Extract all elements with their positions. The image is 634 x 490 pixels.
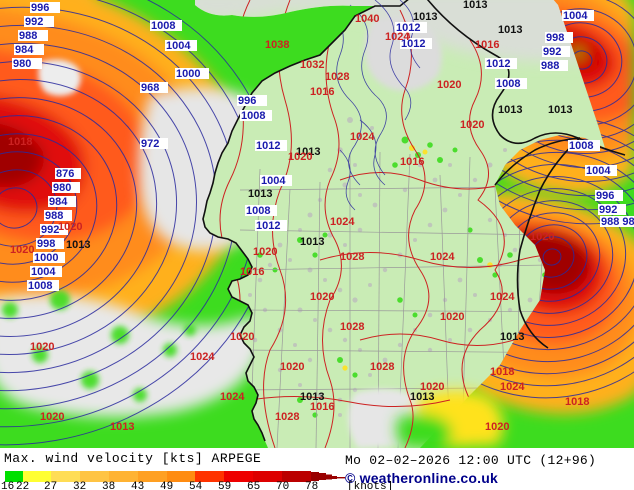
svg-text:1008: 1008 [246,205,270,217]
svg-text:[knots]: [knots] [347,481,393,490]
svg-text:980: 980 [13,58,31,70]
svg-text:1020: 1020 [420,381,444,393]
svg-text:1024: 1024 [500,381,525,393]
svg-text:980: 980 [53,182,71,194]
svg-text:1040: 1040 [355,13,379,25]
svg-text:984: 984 [49,196,68,208]
svg-text:1008: 1008 [151,20,175,32]
svg-text:1024: 1024 [430,251,455,263]
svg-text:70: 70 [276,481,289,490]
svg-text:65: 65 [247,481,260,490]
svg-text:1013: 1013 [300,236,324,248]
svg-text:38: 38 [102,481,115,490]
svg-text:992: 992 [543,46,561,58]
svg-text:1013: 1013 [548,104,572,116]
svg-text:1012: 1012 [256,140,280,152]
svg-text:1028: 1028 [340,251,364,263]
svg-text:996: 996 [238,95,256,107]
svg-text:1018: 1018 [8,136,32,148]
svg-text:1013: 1013 [498,104,522,116]
svg-text:1013: 1013 [500,331,524,343]
svg-text:1013: 1013 [66,239,90,251]
svg-text:992: 992 [41,224,59,236]
svg-text:1004: 1004 [586,165,611,177]
svg-text:1028: 1028 [325,71,349,83]
svg-text:876: 876 [56,168,74,180]
svg-text:1020: 1020 [310,291,334,303]
svg-text:1016: 1016 [310,86,334,98]
svg-text:1028: 1028 [340,321,364,333]
svg-text:32: 32 [73,481,86,490]
svg-text:1000: 1000 [176,68,200,80]
svg-text:22: 22 [16,481,29,490]
svg-text:1028: 1028 [370,361,394,373]
svg-text:1018: 1018 [490,366,514,378]
svg-text:1020: 1020 [30,341,54,353]
svg-text:1032: 1032 [300,59,324,71]
svg-text:1020: 1020 [58,221,82,233]
svg-text:1008: 1008 [28,280,52,292]
svg-text:972: 972 [141,138,159,150]
svg-text:992: 992 [25,16,43,28]
svg-text:1024: 1024 [490,291,515,303]
svg-text:1000: 1000 [34,252,58,264]
svg-text:1020: 1020 [230,331,254,343]
svg-text:988 984: 988 984 [601,216,634,228]
svg-text:1013: 1013 [110,421,134,433]
svg-text:1012: 1012 [486,58,510,70]
svg-text:1024: 1024 [190,351,215,363]
svg-text:1016: 1016 [240,266,264,278]
svg-text:1020: 1020 [460,119,484,131]
svg-text:1018: 1018 [565,396,589,408]
svg-text:78: 78 [305,481,318,490]
svg-text:1020: 1020 [40,411,64,423]
svg-text:1013: 1013 [248,188,272,200]
svg-text:1013: 1013 [413,11,437,23]
svg-text:1020: 1020 [10,244,34,256]
svg-text:43: 43 [131,481,144,490]
svg-text:1020: 1020 [253,246,277,258]
svg-text:1020: 1020 [530,231,554,243]
svg-text:1038: 1038 [265,39,289,51]
svg-text:988: 988 [541,60,559,72]
svg-text:1020: 1020 [288,151,312,163]
svg-text:1024: 1024 [220,391,245,403]
svg-text:1020: 1020 [440,311,464,323]
svg-text:1016: 1016 [400,156,424,168]
svg-text:54: 54 [189,481,203,490]
svg-text:1004: 1004 [563,10,588,22]
svg-text:996: 996 [31,2,49,14]
svg-text:988: 988 [19,30,37,42]
svg-text:992: 992 [599,204,617,216]
svg-text:27: 27 [44,481,57,490]
svg-text:16: 16 [1,481,14,490]
svg-text:1008: 1008 [241,110,265,122]
svg-text:1013: 1013 [463,0,487,11]
svg-text:1004: 1004 [166,40,191,52]
svg-text:998: 998 [546,32,564,44]
svg-text:59: 59 [218,481,231,490]
svg-text:1024: 1024 [330,216,355,228]
svg-text:1016: 1016 [475,39,499,51]
svg-text:1016: 1016 [310,401,334,413]
svg-text:1008: 1008 [496,78,520,90]
svg-text:1020: 1020 [280,361,304,373]
svg-text:1013: 1013 [498,24,522,36]
svg-text:49: 49 [160,481,173,490]
svg-text:998: 998 [37,238,55,250]
svg-text:1024: 1024 [350,131,375,143]
svg-text:1008: 1008 [569,140,593,152]
svg-text:1012: 1012 [256,220,280,232]
svg-text:1004: 1004 [261,175,286,187]
svg-text:1028: 1028 [275,411,299,423]
svg-text:984: 984 [15,44,34,56]
svg-text:1020: 1020 [485,421,509,433]
svg-text:1024: 1024 [385,31,410,43]
svg-text:968: 968 [141,82,159,94]
svg-text:1004: 1004 [31,266,56,278]
svg-text:996: 996 [596,190,614,202]
svg-text:1020: 1020 [437,79,461,91]
